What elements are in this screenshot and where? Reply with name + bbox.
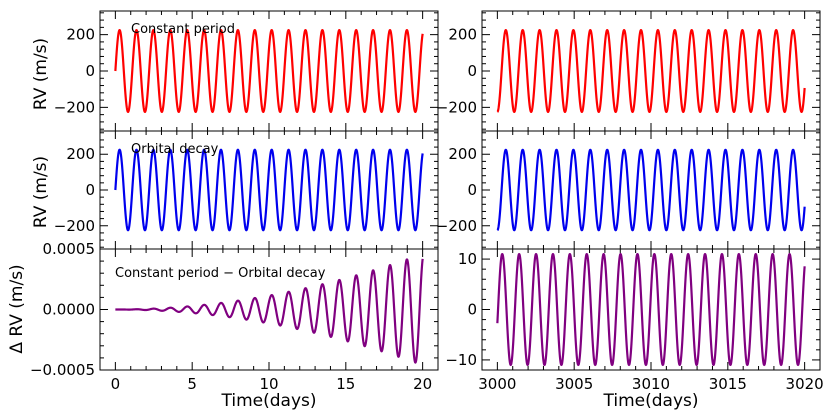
xtick-label: 3015	[709, 375, 747, 393]
panel-bottom-right: −10 0 10 3000 3005 3010 3015 3020	[445, 248, 824, 393]
ytick-label: −200	[54, 217, 95, 235]
panel-middle-right: −200 0 200	[436, 130, 821, 250]
panel-frame	[481, 10, 821, 132]
ytick-label: −0.0005	[30, 361, 95, 379]
panel-middle-left: −200 0 200 Orbital decay	[54, 130, 439, 250]
xtick-label: 3000	[478, 375, 516, 393]
ytick-label: 200	[66, 26, 95, 44]
panel-annotation: Orbital decay	[131, 142, 219, 157]
ytick-label: 0	[467, 301, 477, 319]
ytick-label: 0	[85, 181, 95, 199]
xlabel-left: Time(days)	[221, 391, 317, 411]
ytick-label: 200	[66, 145, 95, 163]
series-line-top-right	[496, 29, 806, 114]
ytick-label: −200	[436, 98, 477, 116]
ytick-label: 0.0005	[43, 240, 96, 258]
ylabel-top: RV (m/s)	[31, 38, 51, 110]
ylabel-middle: RV (m/s)	[31, 156, 51, 228]
panel-annotation: Constant period − Orbital decay	[115, 266, 326, 281]
xtick-label: 0	[111, 375, 121, 393]
ytick-label: 200	[448, 145, 477, 163]
panel-bottom-left: −0.0005 0.0000 0.0005 0 5 10 15 20 Constant peri…	[30, 240, 439, 393]
xtick-label: 15	[336, 375, 355, 393]
ytick-label: 10	[458, 250, 477, 268]
xtick-label: 10	[259, 375, 278, 393]
xtick-label: 3010	[632, 375, 670, 393]
ytick-label: −200	[436, 217, 477, 235]
series-line-bottom-right	[496, 252, 806, 367]
series-line-top-left	[114, 29, 424, 113]
panel-top-left: −200 0 200 Constant period	[54, 10, 439, 132]
ytick-label: 200	[448, 26, 477, 44]
ytick-label: −10	[445, 351, 477, 369]
series-line-bottom-left	[114, 258, 424, 364]
xtick-label: 20	[413, 375, 432, 393]
xtick-label: 5	[187, 375, 197, 393]
series-line-middle-right	[496, 148, 806, 232]
ytick-label: −200	[54, 98, 95, 116]
ytick-label: 0	[467, 181, 477, 199]
panel-frame	[481, 130, 821, 250]
xlabel-right: Time(days)	[603, 391, 699, 411]
panel-annotation: Constant period	[131, 22, 235, 37]
ytick-label: 0.0000	[43, 301, 96, 319]
ytick-label: 0	[467, 62, 477, 80]
series-line-middle-left	[114, 148, 424, 232]
ytick-label: 0	[85, 62, 95, 80]
ylabel-bottom: Δ RV (m/s)	[7, 264, 27, 353]
xtick-label: 3005	[555, 375, 593, 393]
panel-top-right: −200 0 200	[436, 10, 821, 132]
xtick-label: 3020	[786, 375, 824, 393]
